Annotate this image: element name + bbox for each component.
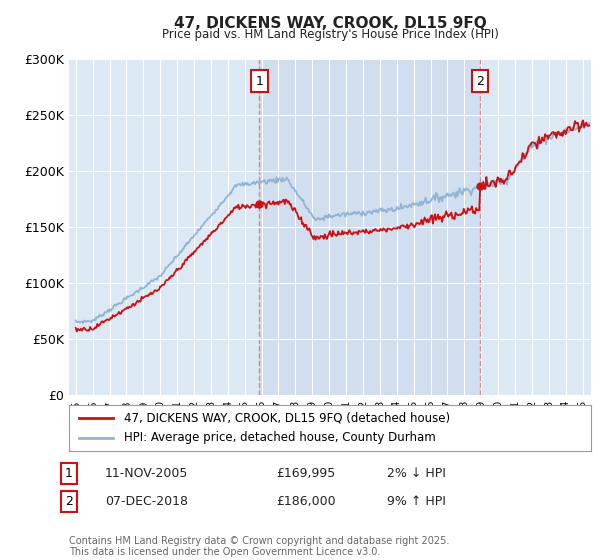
- Text: 2: 2: [65, 494, 73, 508]
- Text: 2: 2: [476, 74, 484, 88]
- Text: 1: 1: [65, 466, 73, 480]
- Text: 47, DICKENS WAY, CROOK, DL15 9FQ: 47, DICKENS WAY, CROOK, DL15 9FQ: [173, 16, 487, 31]
- Bar: [259, 59, 480, 395]
- Text: 11-NOV-2005: 11-NOV-2005: [105, 466, 188, 480]
- Text: 47, DICKENS WAY, CROOK, DL15 9FQ (detached house): 47, DICKENS WAY, CROOK, DL15 9FQ (detach…: [124, 411, 450, 424]
- Text: £186,000: £186,000: [276, 494, 335, 508]
- Text: Price paid vs. HM Land Registry's House Price Index (HPI): Price paid vs. HM Land Registry's House …: [161, 28, 499, 41]
- Text: HPI: Average price, detached house, County Durham: HPI: Average price, detached house, Coun…: [124, 431, 436, 445]
- Text: 1: 1: [255, 74, 263, 88]
- Text: Contains HM Land Registry data © Crown copyright and database right 2025.
This d: Contains HM Land Registry data © Crown c…: [69, 535, 449, 557]
- Text: 2% ↓ HPI: 2% ↓ HPI: [387, 466, 446, 480]
- Text: 9% ↑ HPI: 9% ↑ HPI: [387, 494, 446, 508]
- Text: £169,995: £169,995: [276, 466, 335, 480]
- Text: 07-DEC-2018: 07-DEC-2018: [105, 494, 188, 508]
